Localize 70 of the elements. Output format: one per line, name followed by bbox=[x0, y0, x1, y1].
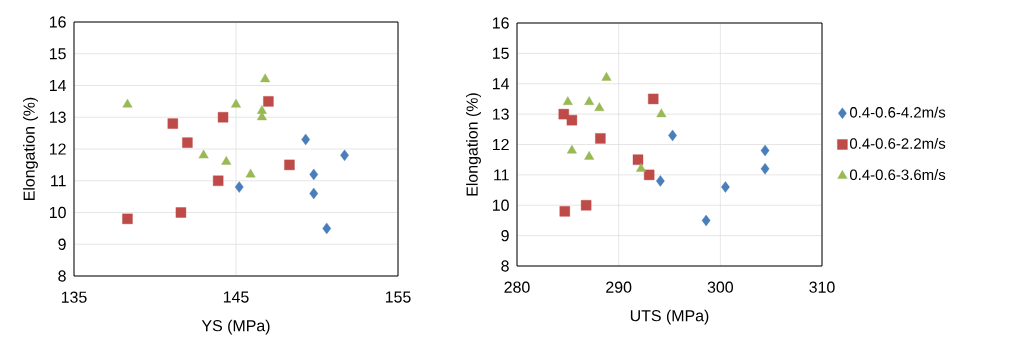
y-tick-label: 16 bbox=[492, 17, 509, 29]
point bbox=[309, 187, 319, 200]
point bbox=[594, 102, 605, 111]
x-axis-title: YS (MPa) bbox=[201, 319, 270, 335]
point bbox=[584, 150, 595, 160]
y-tick-label: 13 bbox=[49, 111, 66, 123]
point bbox=[260, 73, 271, 83]
y-tick-label: 8 bbox=[58, 270, 66, 282]
point bbox=[580, 200, 592, 211]
point bbox=[760, 144, 770, 157]
point bbox=[636, 163, 646, 172]
y-tick-label: 10 bbox=[492, 199, 509, 211]
y-tick-label: 14 bbox=[49, 80, 67, 91]
x-tick-label: 290 bbox=[606, 281, 632, 293]
y-tick-label: 13 bbox=[492, 108, 509, 120]
point bbox=[566, 115, 578, 126]
y-axis-title: Elongation (%) bbox=[23, 97, 38, 200]
point bbox=[309, 168, 319, 181]
y-tick-label: 14 bbox=[492, 78, 510, 90]
point bbox=[322, 222, 332, 235]
x-tick-label: 135 bbox=[61, 291, 87, 303]
point bbox=[566, 144, 577, 154]
point bbox=[217, 112, 229, 123]
point bbox=[584, 96, 595, 105]
y-tick-label: 12 bbox=[49, 143, 66, 155]
point bbox=[212, 175, 224, 186]
x-tick-label: 310 bbox=[809, 281, 835, 293]
y-tick-label: 11 bbox=[494, 169, 509, 181]
y-tick-label: 11 bbox=[51, 175, 66, 187]
point bbox=[701, 214, 711, 227]
x-tick-label: 300 bbox=[707, 281, 733, 293]
point bbox=[122, 98, 133, 108]
y-axis-title: Elongation (%) bbox=[466, 93, 481, 196]
y-tick-label: 10 bbox=[49, 206, 66, 219]
point bbox=[182, 137, 193, 148]
x-tick-label: 280 bbox=[504, 281, 530, 293]
point bbox=[559, 206, 570, 217]
point bbox=[198, 149, 209, 159]
legend-label: 0.4-0.6-3.6m/s bbox=[849, 169, 946, 181]
point bbox=[643, 169, 655, 181]
point bbox=[721, 181, 730, 193]
legend-label: 0.4-0.6-4.2m/s bbox=[849, 106, 946, 118]
y-tick-label: 9 bbox=[501, 229, 509, 242]
legend-label: 0.4-0.6-2.2m/s bbox=[849, 137, 946, 149]
point bbox=[656, 175, 665, 187]
point bbox=[656, 108, 667, 118]
y-tick-label: 8 bbox=[501, 260, 509, 272]
y-tick-label: 12 bbox=[492, 138, 509, 151]
point bbox=[221, 156, 232, 165]
point bbox=[263, 96, 274, 107]
point bbox=[648, 93, 659, 105]
point bbox=[175, 207, 187, 218]
point bbox=[231, 98, 241, 108]
y-tick-label: 15 bbox=[492, 47, 509, 59]
point bbox=[562, 96, 573, 105]
point bbox=[632, 154, 644, 165]
y-tick-label: 9 bbox=[58, 238, 66, 250]
point bbox=[595, 133, 606, 144]
x-tick-label: 155 bbox=[385, 291, 411, 303]
y-tick-label: 15 bbox=[49, 48, 66, 60]
point bbox=[760, 163, 770, 175]
y-tick-label: 16 bbox=[49, 16, 66, 28]
point bbox=[284, 159, 295, 171]
x-tick-label: 145 bbox=[223, 291, 249, 303]
x-axis-title: UTS (MPa) bbox=[630, 309, 709, 325]
point bbox=[601, 71, 612, 81]
point bbox=[167, 118, 179, 129]
point bbox=[122, 213, 133, 225]
point bbox=[234, 181, 244, 193]
point bbox=[245, 168, 256, 178]
